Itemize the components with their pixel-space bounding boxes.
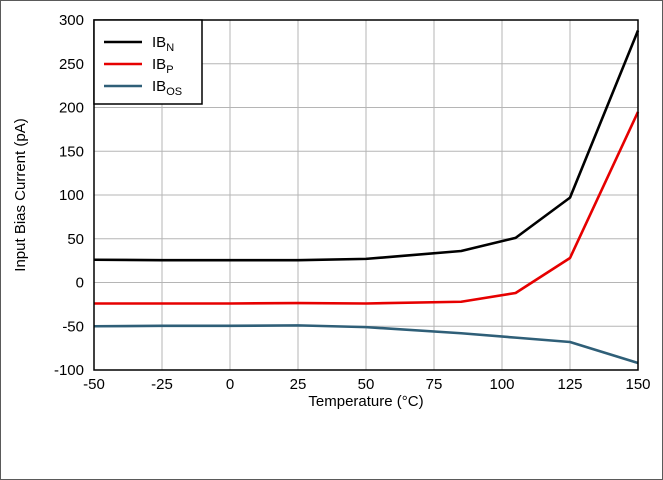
series-line-ibp — [94, 111, 640, 305]
x-tick-label: 75 — [426, 376, 443, 393]
x-tick-label: 150 — [625, 376, 650, 393]
x-tick-label: 25 — [290, 376, 307, 393]
y-tick-label: 250 — [59, 56, 84, 73]
x-tick-label: 125 — [557, 376, 582, 393]
y-tick-label: 300 — [59, 12, 84, 29]
x-tick-label: 0 — [226, 376, 234, 393]
y-axis-title: Input Bias Current (pA) — [12, 118, 29, 271]
x-tick-label: -25 — [151, 376, 173, 393]
series-layer — [93, 30, 640, 365]
x-tick-label: 100 — [489, 376, 514, 393]
y-tick-label: 150 — [59, 143, 84, 160]
x-axis-title: Temperature (°C) — [308, 393, 423, 410]
x-tick-label: 50 — [358, 376, 375, 393]
y-tick-label: 200 — [59, 100, 84, 117]
legend-label: IBP — [152, 56, 174, 76]
plot-area-border — [93, 19, 639, 371]
legend-label: IBOS — [152, 78, 182, 98]
series-line-ibn — [93, 30, 640, 262]
x-tick-labels: -50 -25 0 25 50 75 100 125 150 — [83, 376, 650, 393]
x-tick-label: -50 — [83, 376, 105, 393]
legend-label: IBN — [152, 34, 174, 54]
y-tick-label: 50 — [67, 231, 84, 248]
y-tick-label: -50 — [62, 318, 84, 335]
y-tick-label: 100 — [59, 187, 84, 204]
y-tick-labels: -100 -50 0 50 100 150 200 250 300 — [54, 12, 84, 379]
series-line-ibos — [93, 324, 639, 365]
y-tick-label: -100 — [54, 362, 84, 379]
legend-box — [93, 19, 203, 105]
y-tick-label: 0 — [76, 275, 84, 292]
